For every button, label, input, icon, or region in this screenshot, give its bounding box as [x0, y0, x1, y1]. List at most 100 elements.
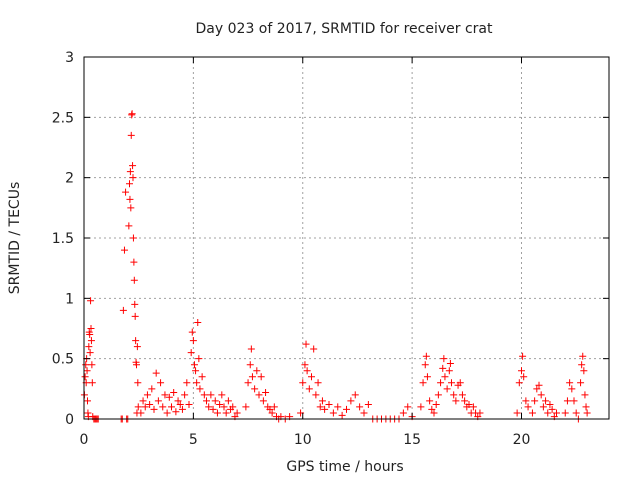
data-point — [518, 367, 525, 375]
data-point — [172, 408, 180, 416]
data-point — [194, 318, 202, 326]
data-point — [301, 361, 309, 369]
data-point — [188, 328, 196, 336]
data-point — [568, 385, 576, 393]
data-point — [170, 388, 178, 396]
data-point — [582, 403, 590, 411]
data-point — [535, 381, 543, 389]
data-point — [82, 361, 90, 369]
data-point — [325, 401, 333, 409]
data-point — [255, 391, 263, 399]
data-point — [203, 397, 210, 405]
data-point — [244, 379, 252, 387]
data-point — [127, 204, 135, 212]
data-point — [572, 409, 580, 417]
data-point — [262, 388, 270, 396]
data-point — [192, 367, 200, 375]
data-point — [233, 409, 241, 417]
y-ticks: 0 0.5 1 1.5 2 2.5 3 — [52, 50, 609, 428]
chart-title: Day 023 of 2017, SRMTID for receiver cra… — [196, 21, 493, 37]
data-point — [196, 385, 204, 393]
data-point — [87, 297, 95, 305]
data-point — [338, 411, 346, 419]
data-point — [437, 379, 445, 387]
x-tick-label: 20 — [513, 432, 531, 448]
data-point — [528, 409, 536, 417]
data-point — [446, 359, 454, 367]
y-tick-label: 2 — [65, 171, 74, 187]
data-point — [458, 391, 466, 399]
data-point — [318, 397, 326, 405]
data-point — [128, 110, 136, 118]
data-point — [119, 306, 127, 314]
data-point — [542, 397, 550, 405]
data-point — [148, 385, 156, 393]
data-point — [580, 367, 588, 375]
data-point — [165, 393, 173, 401]
data-point — [423, 373, 431, 381]
y-tick-label: 0.5 — [52, 352, 74, 368]
data-point — [581, 391, 589, 399]
data-point — [553, 409, 560, 417]
data-point — [85, 343, 93, 351]
data-point — [185, 401, 193, 409]
data-point — [133, 361, 140, 369]
data-point — [190, 361, 198, 369]
data-point — [419, 379, 427, 387]
data-point — [131, 312, 139, 320]
data-point — [441, 373, 449, 381]
data-point — [126, 195, 134, 203]
data-point — [347, 397, 355, 405]
data-point — [207, 391, 215, 399]
data-point — [174, 397, 182, 405]
data-point — [360, 409, 368, 417]
data-point — [448, 379, 455, 387]
data-point — [129, 234, 137, 242]
data-point — [242, 403, 250, 411]
data-point — [515, 379, 523, 387]
data-point — [143, 391, 151, 399]
data-point — [220, 403, 228, 411]
data-point — [168, 403, 175, 411]
data-point — [476, 409, 484, 417]
data-point — [452, 397, 460, 405]
data-point — [195, 355, 203, 363]
data-point — [134, 403, 142, 411]
data-point — [299, 379, 307, 387]
data-point — [246, 361, 254, 369]
data-point — [125, 222, 133, 230]
data-point — [187, 349, 195, 357]
data-point — [533, 385, 541, 393]
data-point — [157, 379, 165, 387]
data-point — [445, 367, 453, 375]
data-point — [126, 180, 133, 188]
data-point — [251, 385, 259, 393]
data-point — [86, 331, 94, 339]
data-point — [178, 405, 186, 413]
data-point — [257, 373, 265, 381]
data-point — [566, 379, 574, 387]
data-point — [270, 403, 278, 411]
data-point — [579, 352, 587, 360]
data-point — [303, 367, 311, 375]
data-point — [440, 355, 448, 363]
data-point — [546, 401, 554, 409]
data-point — [578, 361, 586, 369]
data-point — [122, 188, 130, 196]
data-point — [88, 379, 96, 387]
data-point — [152, 369, 160, 377]
data-point — [129, 162, 137, 170]
data-point — [229, 403, 237, 411]
data-point — [132, 337, 140, 345]
data-point — [312, 391, 320, 399]
data-point — [253, 367, 261, 375]
data-point — [404, 403, 412, 411]
y-tick-label: 0 — [65, 412, 74, 428]
data-point — [216, 401, 224, 409]
data-point — [439, 364, 447, 372]
data-point — [139, 397, 147, 405]
data-point — [461, 397, 469, 405]
x-ticks: 0 5 10 15 20 — [80, 57, 531, 448]
data-point — [329, 409, 337, 417]
data-point — [189, 337, 197, 345]
